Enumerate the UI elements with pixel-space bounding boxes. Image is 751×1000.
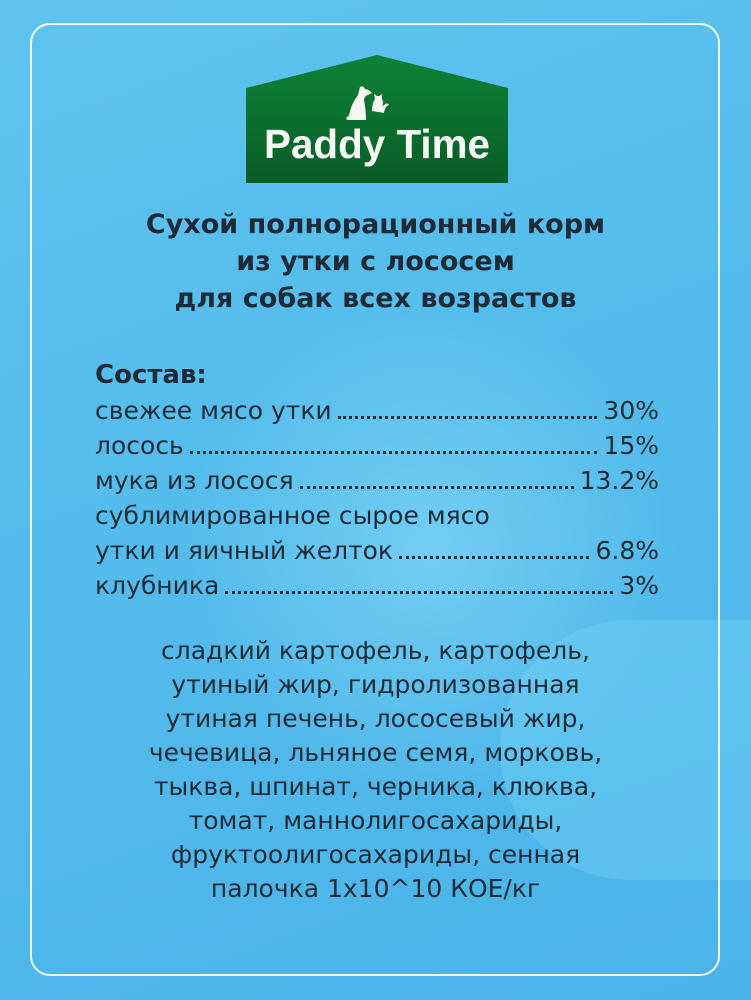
title-line: из утки с лососем: [236, 246, 515, 277]
leader-dots: [337, 416, 598, 419]
ingredients-line: томат, маннолигосахариды,: [188, 806, 563, 835]
other-ingredients: сладкий картофель, картофель, утиный жир…: [0, 634, 751, 906]
leader-dots: [189, 451, 598, 454]
composition-item: утки и яичный желток 6.8%: [95, 533, 659, 568]
composition-item: клубника 3%: [95, 568, 659, 603]
ingredients-line: палочка 1x10^10 КОЕ/кг: [210, 874, 541, 903]
ingredients-line: сладкий картофель, картофель,: [161, 636, 590, 665]
product-title: Сухой полнорационный корм из утки с лосо…: [0, 206, 751, 317]
item-name: мука из лосося: [95, 466, 294, 495]
composition-item-line1: сублимированное сырое мясо: [95, 501, 490, 530]
background-glow: [180, 300, 680, 800]
leader-dots: [399, 556, 590, 559]
item-value: 30%: [603, 396, 659, 425]
leader-dots: [225, 591, 614, 594]
item-name: утки и яичный желток: [95, 536, 394, 565]
logo-text: Paddy Time: [264, 121, 490, 167]
ingredients-line: фруктоолигосахариды, сенная: [170, 840, 581, 869]
composition-item: мука из лосося 13.2%: [95, 463, 659, 498]
composition-item: лосось 15%: [95, 428, 659, 463]
item-value: 13.2%: [579, 466, 659, 495]
item-name: свежее мясо утки: [95, 396, 332, 425]
item-name: клубника: [95, 571, 220, 600]
background-wave: [500, 620, 751, 880]
composition-heading: Состав:: [95, 360, 207, 390]
content-frame: [30, 23, 720, 976]
ingredients-line: утиная печень, лососевый жир,: [165, 704, 586, 733]
leader-dots: [299, 486, 574, 489]
composition-item: свежее мясо утки 30%: [95, 393, 659, 428]
item-value: 15%: [603, 431, 659, 460]
brand-logo: Paddy Time: [246, 55, 508, 183]
item-value: 3%: [619, 571, 659, 600]
title-line: Сухой полнорационный корм: [145, 209, 606, 240]
ingredients-line: тыква, шпинат, черника, клюква,: [153, 772, 598, 801]
item-value: 6.8%: [595, 536, 659, 565]
dog-and-cat-icon: [346, 86, 389, 120]
title-line: для собак всех возрастов: [174, 283, 577, 314]
composition-list: Состав: свежее мясо утки 30% лосось 15% му…: [95, 358, 659, 603]
ingredients-line: утиный жир, гидролизованная: [171, 670, 580, 699]
ingredients-line: чечевица, льняное семя, морковь,: [148, 738, 603, 767]
item-name: лосось: [95, 431, 184, 460]
